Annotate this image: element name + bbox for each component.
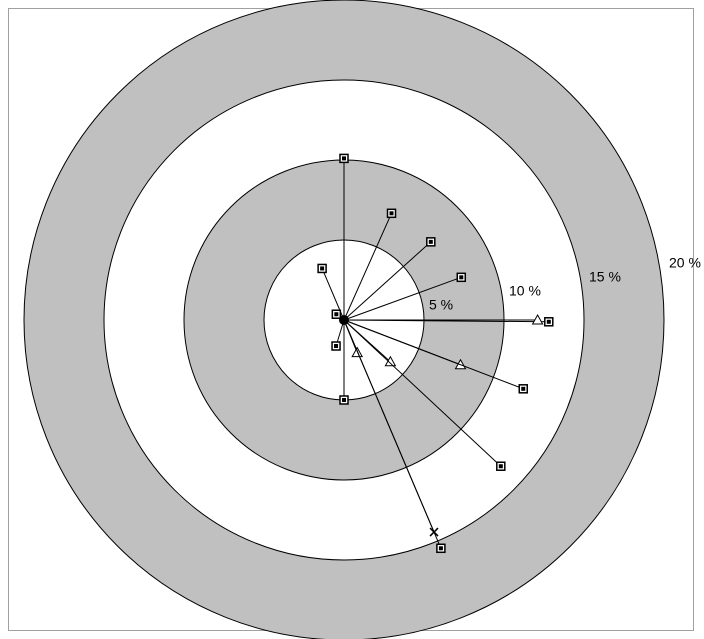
point	[339, 320, 349, 405]
spoke	[343, 241, 432, 321]
point	[343, 319, 446, 554]
marker-core	[459, 275, 464, 280]
spoke	[343, 319, 442, 549]
ring-label: 15 %	[589, 269, 621, 285]
marker-core	[320, 266, 325, 271]
marker	[531, 313, 544, 325]
marker-core	[334, 312, 339, 317]
marker-core	[389, 211, 394, 216]
spoke	[343, 319, 502, 467]
point	[344, 313, 544, 325]
spoke	[343, 276, 462, 321]
point	[343, 272, 467, 321]
point	[339, 153, 349, 320]
marker-core	[342, 156, 346, 161]
marker-core	[438, 546, 443, 551]
marker-core	[498, 464, 503, 469]
marker-core	[334, 344, 339, 349]
marker-core	[521, 386, 526, 391]
ring-label: 5 %	[429, 297, 453, 313]
spoke	[343, 319, 524, 390]
point	[343, 319, 506, 471]
point	[343, 208, 397, 321]
center	[339, 315, 349, 325]
point	[343, 237, 436, 321]
marker-core	[428, 239, 433, 244]
marker-core	[342, 398, 346, 402]
spoke	[343, 213, 392, 321]
ring-label: 10 %	[509, 283, 541, 299]
marker-core	[546, 319, 551, 324]
point	[343, 319, 528, 394]
ring-label: 20 %	[669, 255, 701, 271]
